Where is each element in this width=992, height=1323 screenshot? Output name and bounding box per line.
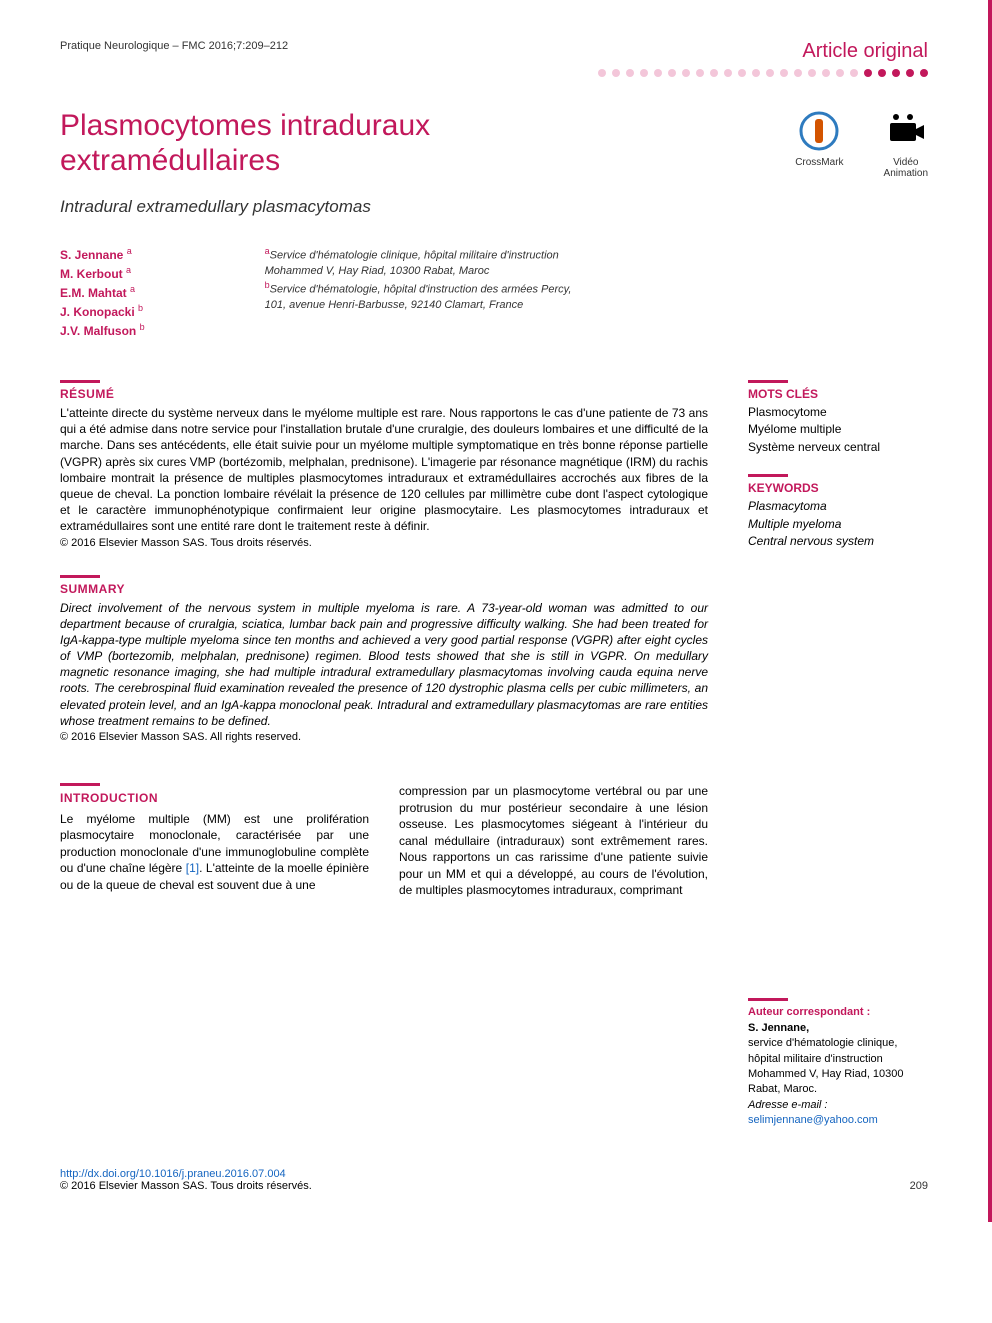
section-bar [60,575,100,578]
affiliation-item: bService d'hématologie, hôpital d'instru… [265,279,585,313]
title-french: Plasmocytomes intraduraux extramédullair… [60,109,580,178]
summary-copyright: © 2016 Elsevier Masson SAS. All rights r… [60,731,708,743]
keyword-item: Central nervous system [748,533,928,550]
corr-email-link[interactable]: selimjennane@yahoo.com [748,1114,878,1126]
video-icon [884,109,928,153]
author-item: E.M. Mahtat a [60,283,145,302]
author-list: S. Jennane aM. Kerbout aE.M. Mahtat aJ. … [60,245,145,340]
header-row: Pratique Neurologique – FMC 2016;7:209–2… [60,40,928,63]
mots-cles-list: PlasmocytomeMyélome multipleSystème nerv… [748,404,928,456]
crossmark-label: CrossMark [795,157,843,168]
author-item: M. Kerbout a [60,264,145,283]
page-number: 209 [910,1180,928,1192]
intro-columns: INTRODUCTION Le myélome multiple (MM) es… [60,783,708,899]
keywords-heading: KEYWORDS [748,481,928,495]
crossmark-badge[interactable]: CrossMark [795,109,843,168]
doi-link[interactable]: http://dx.doi.org/10.1016/j.praneu.2016.… [60,1168,286,1180]
spacer [748,568,928,998]
section-bar [748,998,788,1001]
title-zone: Plasmocytomes intraduraux extramédullair… [60,109,928,179]
keyword-item: Myélome multiple [748,421,928,438]
keyword-item: Système nerveux central [748,439,928,456]
footer-left: http://dx.doi.org/10.1016/j.praneu.2016.… [60,1168,312,1192]
title-english: Intradural extramedullary plasmacytomas [60,197,928,217]
keyword-item: Plasmacytoma [748,498,928,515]
corr-email-label: Adresse e-mail : [748,1098,928,1113]
section-bar [748,380,788,383]
resume-section: RÉSUMÉ L'atteinte directe du système ner… [60,380,708,549]
affiliation-item: aService d'hématologie clinique, hôpital… [265,245,585,279]
footer-copyright: © 2016 Elsevier Masson SAS. Tous droits … [60,1180,312,1192]
keywords-block: KEYWORDS PlasmacytomaMultiple myelomaCen… [748,481,928,550]
keywords-list: PlasmacytomaMultiple myelomaCentral nerv… [748,498,928,550]
intro-right-col: compression par un plasmocytome vertébra… [399,783,708,899]
corr-name: S. Jennane, [748,1021,928,1036]
intro-text-right: compression par un plasmocytome vertébra… [399,784,708,897]
affiliation-list: aService d'hématologie clinique, hôpital… [265,245,585,340]
corresponding-author: Auteur correspondant : S. Jennane, servi… [748,1005,928,1128]
section-bar [748,474,788,477]
mots-cles-block: MOTS CLÉS PlasmocytomeMyélome multipleSy… [748,387,928,456]
keyword-item: Plasmocytome [748,404,928,421]
reference-link-1[interactable]: [1] [186,861,199,875]
corr-address: service d'hématologie clinique, hôpital … [748,1036,928,1098]
author-item: S. Jennane a [60,245,145,264]
keyword-item: Multiple myeloma [748,516,928,533]
corr-label: Auteur correspondant : [748,1005,928,1020]
decor-dots [60,69,928,79]
main-grid: RÉSUMÉ L'atteinte directe du système ner… [60,380,928,1128]
main-column: RÉSUMÉ L'atteinte directe du système ner… [60,380,708,1128]
summary-heading: SUMMARY [60,582,708,596]
crossmark-icon [797,109,841,153]
article-type: Article original [802,40,928,63]
footer-row: http://dx.doi.org/10.1016/j.praneu.2016.… [60,1168,928,1192]
author-item: J. Konopacki b [60,302,145,321]
side-column: MOTS CLÉS PlasmocytomeMyélome multipleSy… [748,380,928,1128]
resume-body: L'atteinte directe du système nerveux da… [60,405,708,535]
resume-copyright: © 2016 Elsevier Masson SAS. Tous droits … [60,537,708,549]
author-item: J.V. Malfuson b [60,321,145,340]
journal-reference: Pratique Neurologique – FMC 2016;7:209–2… [60,40,288,52]
summary-body: Direct involvement of the nervous system… [60,600,708,730]
section-bar [60,380,100,383]
video-label: Vidéo Animation [884,157,928,179]
resume-heading: RÉSUMÉ [60,387,708,401]
meta-row: S. Jennane aM. Kerbout aE.M. Mahtat aJ. … [60,245,928,340]
summary-section: SUMMARY Direct involvement of the nervou… [60,575,708,744]
intro-left-col: INTRODUCTION Le myélome multiple (MM) es… [60,783,369,899]
video-badge[interactable]: Vidéo Animation [884,109,928,179]
mots-cles-heading: MOTS CLÉS [748,387,928,401]
intro-heading: INTRODUCTION [60,790,369,807]
section-bar [60,783,100,786]
badge-row: CrossMark Vidéo Animation [795,109,928,179]
